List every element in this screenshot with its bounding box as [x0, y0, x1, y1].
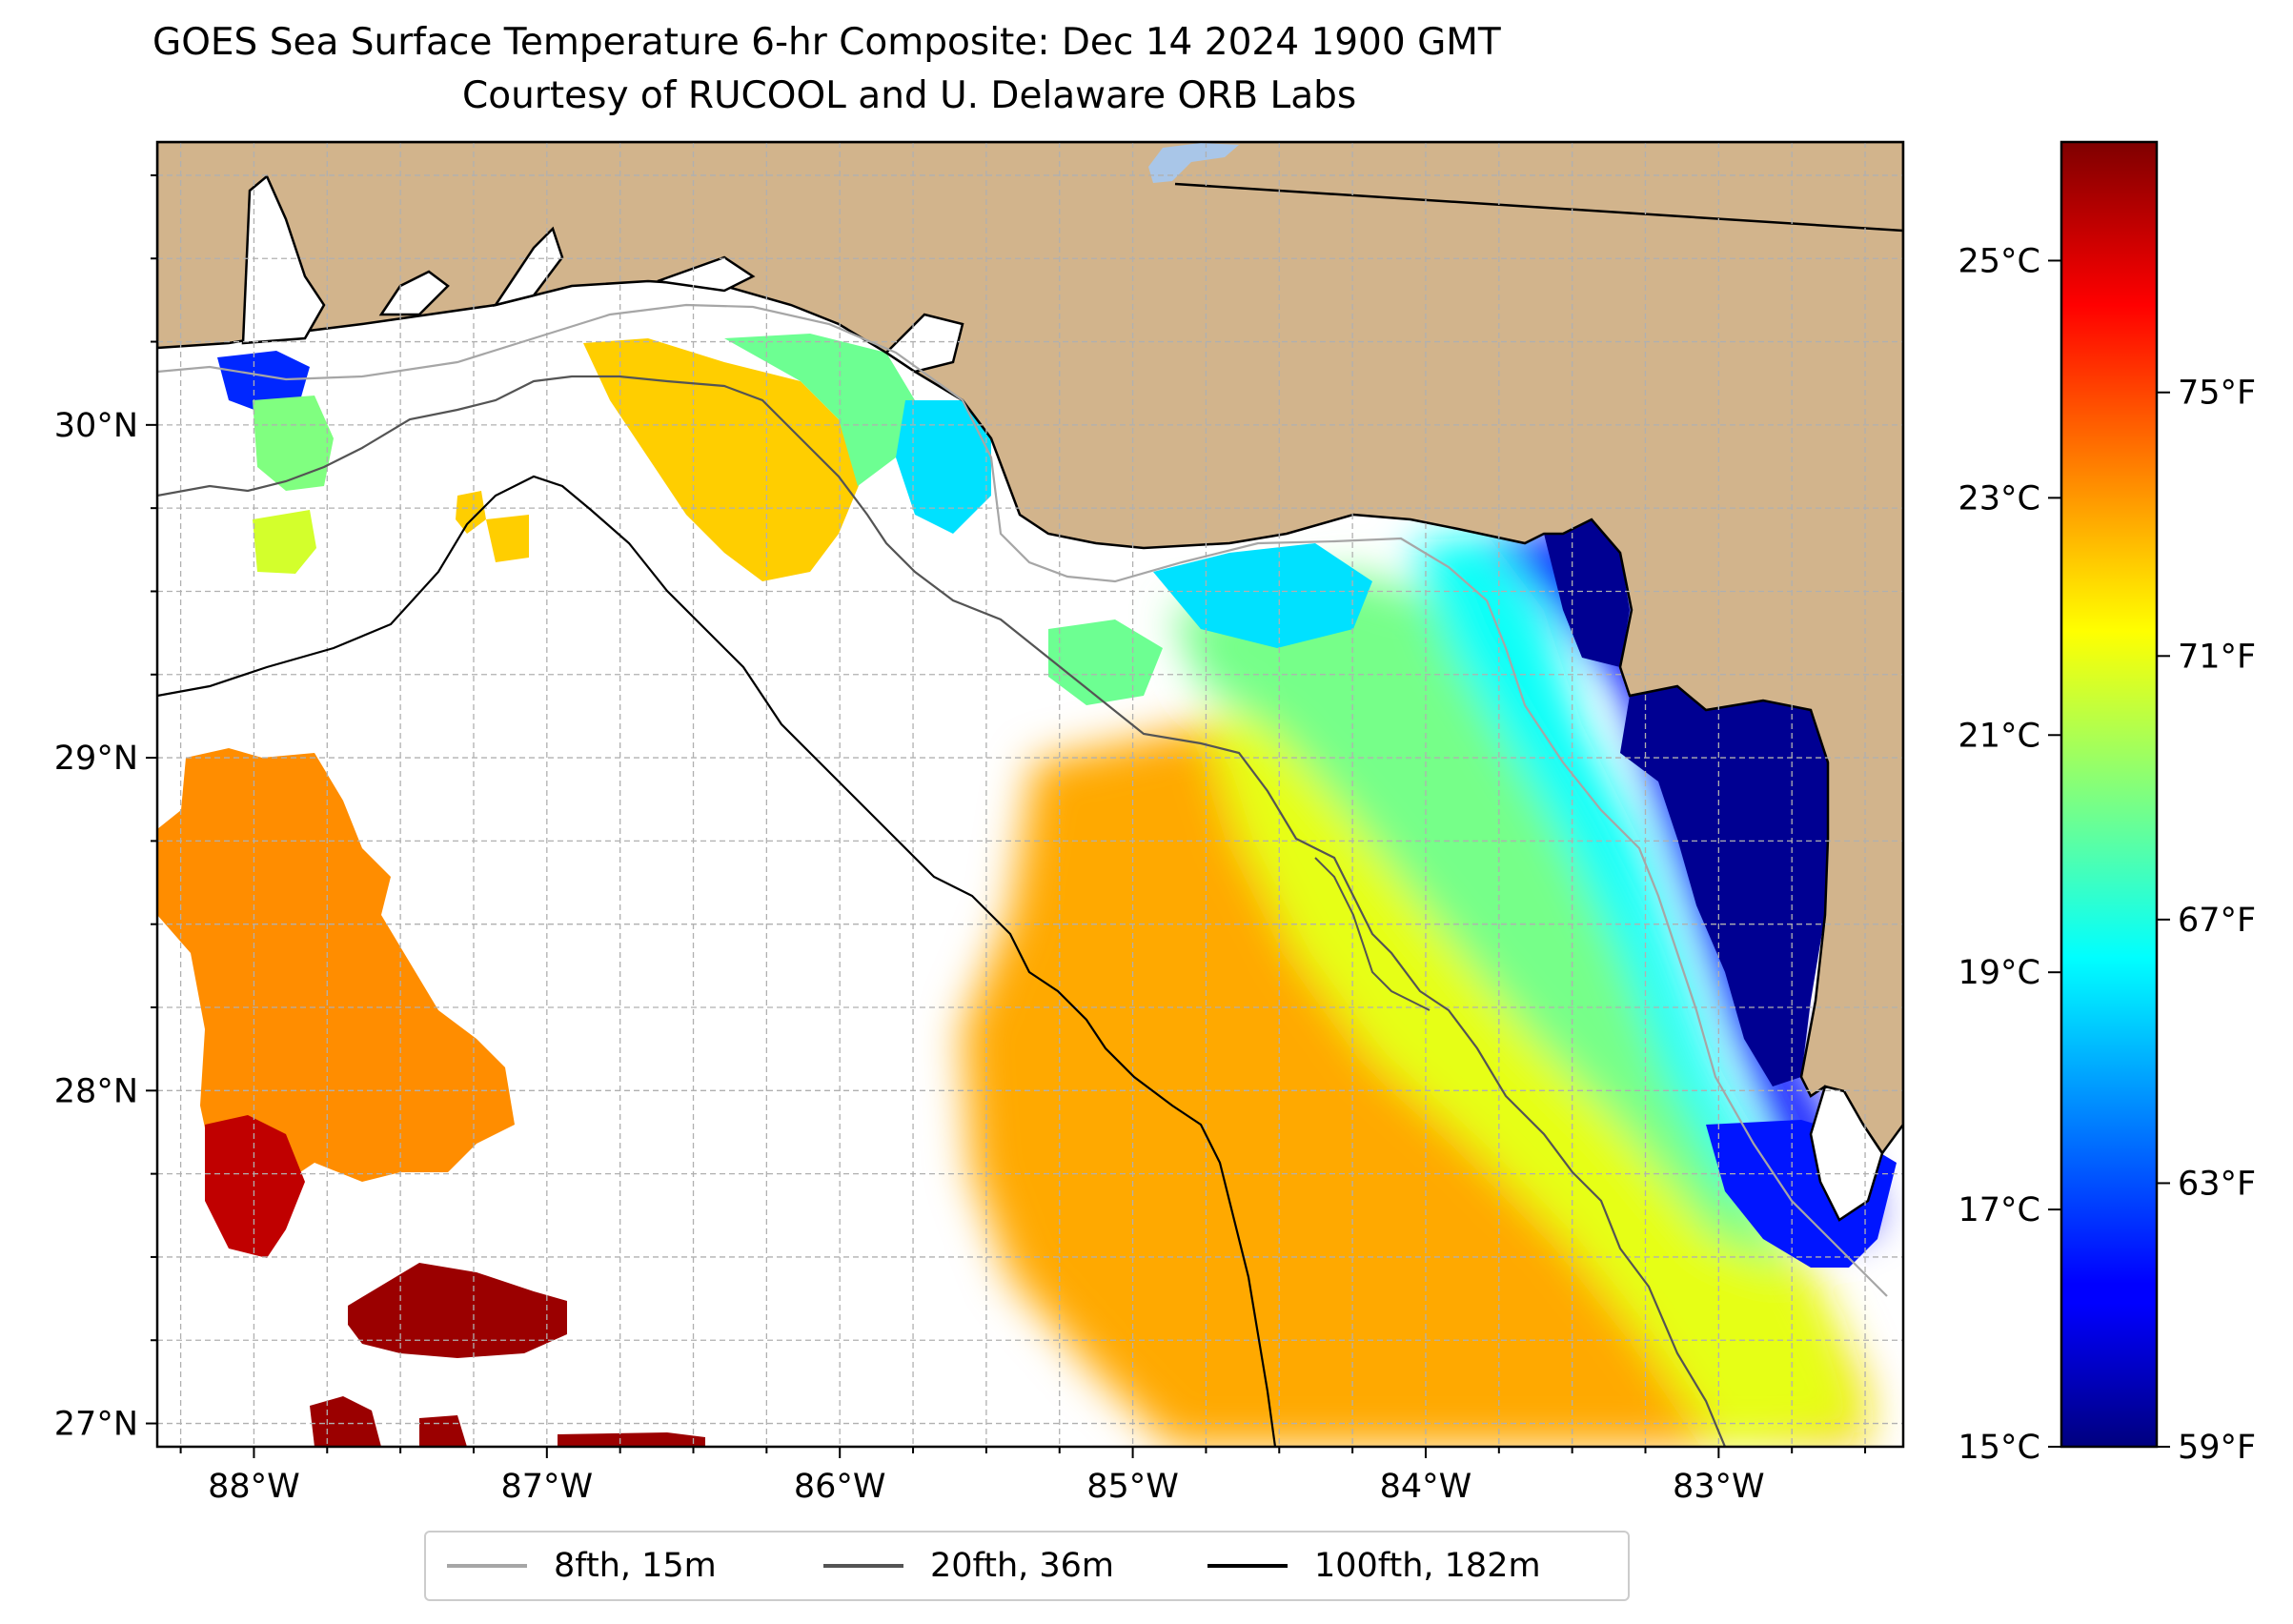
celsius-tick-label: 17°C	[1958, 1191, 2040, 1229]
celsius-tick-label: 15°C	[1958, 1429, 2040, 1467]
x-tick-label: 84°W	[1380, 1468, 1472, 1506]
fahrenheit-ticks: 75°F 71°F 67°F 63°F 59°F	[2157, 375, 2256, 1467]
x-tick-label: 85°W	[1086, 1468, 1179, 1506]
fahrenheit-tick-label: 59°F	[2178, 1429, 2256, 1467]
fahrenheit-tick-label: 75°F	[2178, 375, 2256, 413]
bigbend-islands	[1314, 857, 1431, 1011]
y-tick-label: 30°N	[54, 407, 138, 445]
celsius-tick-label: 21°C	[1958, 717, 2040, 755]
sst-green-band	[1172, 572, 1792, 1268]
x-tick-label: 87°W	[500, 1468, 593, 1506]
colorbar-gradient	[2060, 140, 2159, 1449]
y-tick-label: 27°N	[54, 1406, 138, 1444]
sst-mobile-bay-green	[253, 396, 334, 491]
legend-item-8fth: 8fth, 15m	[447, 1533, 717, 1599]
x-tick-label: 83°W	[1673, 1468, 1765, 1506]
y-tick-label: 28°N	[54, 1072, 138, 1110]
sst-darkred-small-3	[558, 1432, 705, 1447]
isobath-8fth	[157, 303, 1888, 1297]
celsius-ticks: 25°C 23°C 21°C 19°C 17°C 15°C	[1958, 242, 2061, 1467]
legend-item-20fth: 20fth, 36m	[823, 1533, 1114, 1599]
sst-southwest-darkred-patch	[348, 1263, 567, 1358]
sst-darkblue-bigbend-north	[1544, 519, 1630, 667]
legend-label-8fth: 8fth, 15m	[554, 1547, 717, 1585]
sst-small-orange-2	[486, 515, 529, 562]
sst-mobile-bay-yellow	[253, 510, 316, 574]
sst-yellow-band	[1201, 715, 1868, 1447]
figure-title-line2: Courtesy of RUCOOL and U. Delaware ORB L…	[462, 74, 1357, 117]
sst-panhandle-green	[724, 334, 915, 486]
legend-line-100fth	[1207, 1564, 1288, 1568]
legend-line-8fth	[447, 1564, 527, 1568]
sst-west-orange-patch	[157, 748, 515, 1201]
map-panel	[157, 142, 1903, 1447]
isobath-100fth	[157, 475, 1277, 1447]
mobile-bay	[241, 173, 326, 345]
y-axis: 30°N 29°N 28°N 27°N	[54, 173, 157, 1444]
legend-item-100fth: 100fth, 182m	[1207, 1533, 1541, 1599]
pensacola-bay	[378, 270, 450, 316]
st-andrews-bay	[657, 255, 756, 293]
celsius-tick-label: 23°C	[1958, 479, 2040, 518]
legend-label-100fth: 100fth, 182m	[1314, 1547, 1541, 1585]
celsius-tick-label: 19°C	[1958, 954, 2040, 992]
lake-icon	[1148, 143, 1239, 183]
celsius-tick-label: 25°C	[1958, 242, 2040, 280]
sst-small-orange	[456, 491, 486, 534]
legend-line-20fth	[823, 1564, 903, 1568]
fahrenheit-tick-label: 67°F	[2178, 902, 2256, 940]
sst-panhandle-cyan-2	[1153, 543, 1372, 648]
x-axis: 88°W 87°W 86°W 85°W 84°W 83°W	[179, 1447, 1867, 1506]
fahrenheit-tick-label: 71°F	[2178, 638, 2256, 676]
gridlines	[157, 142, 1903, 1447]
colorbar: 25°C 23°C 21°C 19°C 17°C 15°C 75°F 71°F 67°F 63°…	[1958, 140, 2256, 1467]
legend-label-20fth: 20fth, 36m	[930, 1547, 1115, 1585]
sst-southwest-red-patch	[205, 1115, 305, 1258]
sst-cyan-band	[1410, 534, 1773, 1191]
state-border	[1174, 182, 1903, 233]
sst-darkblue-bigbend	[1620, 686, 1830, 1086]
apalachicola-bay	[884, 313, 964, 374]
isobath-20fth	[157, 375, 1727, 1447]
map-frame	[155, 140, 1905, 1449]
legend: 8fth, 15m 20fth, 36m 100fth, 182m	[424, 1531, 1630, 1601]
x-tick-label: 86°W	[794, 1468, 886, 1506]
fahrenheit-tick-label: 63°F	[2178, 1165, 2256, 1203]
x-tick-label: 88°W	[208, 1468, 300, 1506]
figure-title-line1: GOES Sea Surface Temperature 6-hr Compos…	[152, 21, 1501, 64]
sst-panhandle-orange	[583, 338, 862, 581]
y-tick-label: 29°N	[54, 740, 138, 778]
choctawhatchee-bay	[493, 226, 564, 307]
tampa-bay	[1809, 1085, 1884, 1222]
sst-panhandle-green-2	[1048, 619, 1163, 705]
sst-panhandle-cyan	[896, 400, 991, 534]
